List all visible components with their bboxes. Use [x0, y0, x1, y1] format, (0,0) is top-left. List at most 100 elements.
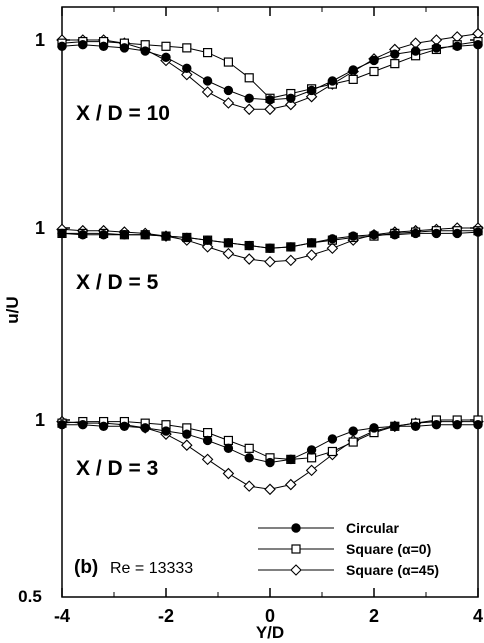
data-point-diamond — [326, 242, 339, 255]
panel-2: X / D = 5 — [56, 222, 484, 294]
data-point-circle — [98, 230, 109, 240]
data-point-square — [182, 43, 192, 53]
data-point-circle — [244, 453, 254, 463]
data-point-diamond — [181, 439, 193, 451]
data-point-circle — [291, 523, 301, 533]
data-point-circle — [223, 443, 234, 454]
data-point-diamond — [264, 483, 276, 496]
data-point-circle — [244, 240, 254, 251]
x-tick-label: -4 — [54, 606, 70, 626]
data-point-circle — [119, 421, 130, 431]
data-point-circle — [452, 41, 462, 51]
data-point-circle — [327, 234, 338, 244]
data-point-circle — [182, 429, 192, 439]
data-point-circle — [57, 420, 67, 430]
data-point-diamond — [222, 467, 235, 480]
data-point-circle — [410, 46, 421, 56]
x-tick-label: -2 — [158, 606, 174, 626]
y-bottom-tick-label: 0.5 — [18, 587, 42, 606]
data-point-square — [223, 57, 233, 67]
data-point-circle — [348, 231, 358, 241]
panel-label: (b) — [74, 557, 98, 578]
data-point-circle — [265, 457, 275, 468]
data-point-diamond — [264, 103, 276, 116]
data-point-circle — [286, 93, 296, 103]
data-point-circle — [431, 228, 442, 239]
y-tick-label: 1 — [35, 410, 45, 430]
data-point-diamond — [305, 464, 318, 477]
legend-label: Square (α=0) — [346, 541, 431, 557]
data-point-circle — [473, 40, 483, 50]
data-point-circle — [369, 230, 379, 240]
data-point-square — [369, 66, 379, 77]
data-point-circle — [78, 40, 88, 50]
data-point-circle — [98, 421, 109, 431]
data-point-diamond — [222, 97, 235, 109]
data-point-circle — [286, 454, 296, 465]
data-point-circle — [202, 435, 213, 446]
data-point-circle — [369, 423, 379, 433]
data-point-circle — [369, 55, 379, 66]
data-point-circle — [306, 445, 317, 455]
data-point-circle — [327, 76, 338, 86]
panel-position-label: X / D = 5 — [76, 271, 159, 294]
series: X / D = 10 X / D = 5 X / D = 3 — [56, 27, 484, 496]
data-point-circle — [431, 43, 442, 53]
data-point-circle — [78, 420, 88, 430]
data-point-circle — [390, 421, 400, 431]
data-point-circle — [452, 228, 462, 239]
data-point-circle — [410, 421, 421, 431]
data-point-circle — [306, 85, 317, 96]
x-tick-label: 2 — [369, 606, 379, 626]
data-point-square — [307, 453, 317, 463]
data-point-diamond — [285, 478, 297, 491]
data-point-circle — [140, 423, 150, 433]
data-point-square — [203, 47, 213, 58]
data-point-diamond — [243, 253, 255, 265]
data-point-circle — [223, 85, 234, 96]
data-point-circle — [452, 420, 462, 430]
x-tick-label: 0 — [265, 606, 275, 626]
data-point-circle — [57, 228, 67, 239]
panel-1: X / D = 10 — [56, 27, 484, 125]
data-point-circle — [140, 46, 150, 56]
data-point-circle — [202, 235, 213, 245]
data-point-square — [203, 428, 213, 438]
data-point-circle — [202, 76, 213, 86]
data-point-circle — [161, 231, 171, 241]
data-point-circle — [223, 238, 234, 248]
data-point-square — [291, 544, 301, 554]
data-point-diamond — [305, 249, 318, 261]
panel-position-label: X / D = 3 — [76, 457, 158, 480]
data-point-circle — [57, 41, 67, 51]
panel-position-label: X / D = 10 — [76, 102, 170, 125]
reynolds-label: Re = 13333 — [110, 560, 193, 577]
data-point-circle — [390, 49, 400, 59]
y-tick-label: 1 — [35, 30, 45, 50]
data-point-circle — [265, 243, 275, 253]
data-point-square — [244, 73, 254, 83]
data-point-circle — [119, 43, 130, 53]
data-point-square — [223, 435, 233, 446]
data-point-square — [390, 59, 400, 69]
data-point-square — [348, 437, 358, 447]
data-point-circle — [327, 434, 338, 444]
data-point-circle — [390, 230, 400, 240]
data-point-circle — [265, 95, 275, 105]
data-point-circle — [78, 230, 88, 240]
data-point-diamond — [222, 247, 235, 260]
data-point-circle — [119, 230, 130, 240]
y-tick-label: 1 — [35, 218, 45, 238]
data-point-square — [244, 443, 254, 453]
data-point-circle — [286, 242, 296, 252]
legend-label: Square (α=45) — [346, 562, 439, 578]
legend: Circular Square (α=0) Square (α=45) — [258, 520, 439, 578]
data-point-diamond — [264, 255, 276, 268]
y-axis-label: u/U — [3, 296, 22, 323]
data-point-diamond — [201, 86, 214, 98]
data-point-square — [348, 74, 358, 84]
panel-3: X / D = 3 — [56, 415, 484, 496]
data-point-circle — [410, 228, 421, 239]
data-point-diamond — [243, 480, 255, 492]
